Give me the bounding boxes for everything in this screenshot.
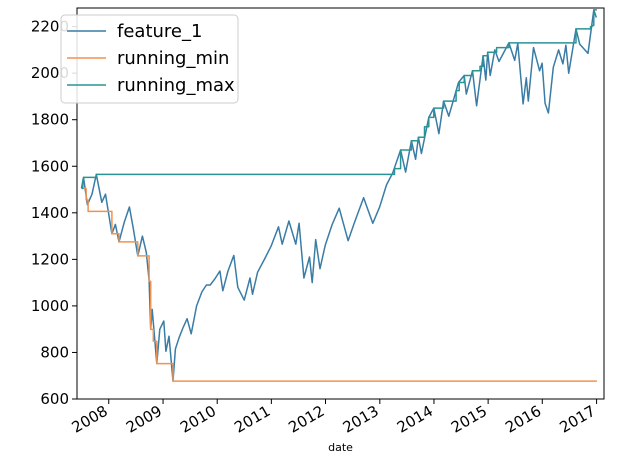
legend-label-running_max: running_max bbox=[117, 75, 235, 96]
legend-label-feature_1: feature_1 bbox=[117, 21, 202, 42]
y-tick-label: 1400 bbox=[31, 204, 69, 222]
y-tick-label: 2200 bbox=[31, 18, 69, 36]
legend-label-running_min: running_min bbox=[117, 48, 229, 69]
y-tick-label: 1800 bbox=[31, 111, 69, 129]
y-tick-label: 1000 bbox=[31, 297, 69, 315]
y-tick-label: 800 bbox=[40, 343, 69, 361]
legend: feature_1 running_min running_max bbox=[60, 14, 239, 104]
y-tick-label: 1200 bbox=[31, 250, 69, 268]
plot-frame bbox=[76, 7, 605, 400]
plot-area bbox=[80, 9, 598, 382]
y-tick-label: 2000 bbox=[31, 64, 69, 82]
y-tick-label: 1600 bbox=[31, 157, 69, 175]
y-axis: 600 800 1000 1200 1400 1600 1800 2000 2200 bbox=[31, 18, 77, 408]
legend-box bbox=[60, 14, 239, 104]
x-axis-title: date bbox=[328, 441, 353, 454]
series-line-running_min bbox=[81, 187, 597, 382]
y-tick-label: 600 bbox=[40, 390, 69, 408]
series-line-running_max bbox=[81, 9, 597, 190]
